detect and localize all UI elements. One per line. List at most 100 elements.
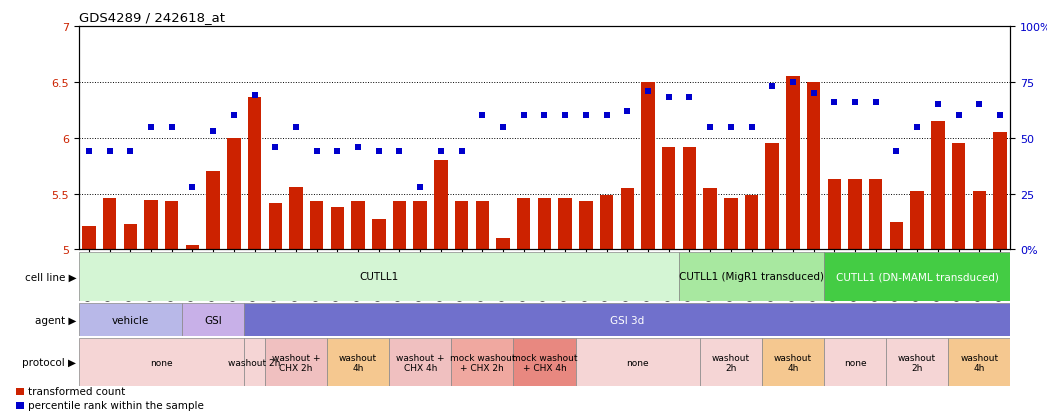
Bar	[372, 220, 385, 250]
Bar	[949, 339, 1010, 386]
Bar	[185, 245, 199, 250]
Point	[225, 113, 242, 119]
Bar	[886, 339, 949, 386]
Bar	[765, 144, 779, 250]
Bar	[248, 98, 262, 250]
Text: protocol ▶: protocol ▶	[22, 357, 76, 368]
Text: washout +
CHX 2h: washout + CHX 2h	[272, 353, 320, 372]
Point	[121, 148, 138, 155]
Point	[992, 113, 1008, 119]
Bar	[244, 304, 1010, 337]
Point	[308, 148, 325, 155]
Point	[515, 113, 532, 119]
Text: vehicle: vehicle	[112, 315, 149, 325]
Point	[411, 184, 428, 191]
Bar	[454, 202, 468, 250]
Text: washout
2h: washout 2h	[898, 353, 936, 372]
Bar	[244, 339, 265, 386]
Text: CUTLL1 (MigR1 transduced): CUTLL1 (MigR1 transduced)	[680, 272, 824, 282]
Bar	[182, 304, 244, 337]
Bar	[952, 144, 965, 250]
Point	[805, 90, 822, 97]
Bar	[414, 202, 427, 250]
Bar	[662, 147, 675, 250]
Bar	[331, 207, 344, 250]
Bar	[762, 339, 824, 386]
Text: washout
4h: washout 4h	[960, 353, 999, 372]
Bar	[827, 180, 841, 250]
Point	[205, 128, 222, 135]
Bar	[973, 192, 986, 250]
Point	[536, 113, 553, 119]
Bar	[17, 388, 24, 395]
Text: GSI: GSI	[204, 315, 222, 325]
Point	[453, 148, 470, 155]
Point	[102, 148, 118, 155]
Point	[826, 100, 843, 106]
Bar	[327, 339, 389, 386]
Point	[163, 124, 180, 131]
Bar	[79, 252, 680, 301]
Bar	[265, 339, 327, 386]
Point	[681, 95, 697, 102]
Bar	[931, 121, 944, 250]
Point	[888, 148, 905, 155]
Bar	[538, 199, 551, 250]
Point	[329, 148, 346, 155]
Text: transformed count: transformed count	[27, 386, 125, 396]
Point	[867, 100, 884, 106]
Text: mock washout
+ CHX 2h: mock washout + CHX 2h	[449, 353, 515, 372]
Bar	[558, 199, 572, 250]
Point	[350, 144, 366, 151]
Point	[640, 88, 656, 95]
Bar	[513, 339, 576, 386]
Bar	[869, 180, 883, 250]
Bar	[389, 339, 451, 386]
Bar	[824, 252, 1010, 301]
Point	[392, 148, 408, 155]
Bar	[496, 239, 510, 250]
Text: CUTLL1 (DN-MAML transduced): CUTLL1 (DN-MAML transduced)	[836, 272, 999, 282]
Text: washout
2h: washout 2h	[712, 353, 750, 372]
Point	[494, 124, 511, 131]
Point	[661, 95, 677, 102]
Bar	[103, 199, 116, 250]
Point	[578, 113, 595, 119]
Point	[743, 124, 760, 131]
Bar	[435, 161, 448, 250]
Bar	[579, 202, 593, 250]
Text: none: none	[150, 358, 173, 367]
Point	[764, 84, 781, 90]
Bar	[621, 188, 634, 250]
Point	[267, 144, 284, 151]
Bar	[310, 202, 324, 250]
Text: cell line ▶: cell line ▶	[25, 272, 76, 282]
Point	[557, 113, 574, 119]
Bar	[911, 192, 923, 250]
Bar	[699, 339, 762, 386]
Text: none: none	[844, 358, 866, 367]
Point	[184, 184, 201, 191]
Bar	[79, 339, 244, 386]
Bar	[393, 202, 406, 250]
Bar	[227, 138, 241, 250]
Bar	[704, 188, 717, 250]
Text: agent ▶: agent ▶	[35, 315, 76, 325]
Point	[722, 124, 739, 131]
Point	[246, 93, 263, 99]
Text: mock washout
+ CHX 4h: mock washout + CHX 4h	[512, 353, 577, 372]
Bar	[451, 339, 513, 386]
Bar	[517, 199, 531, 250]
Bar	[890, 222, 904, 250]
Text: GSI 3d: GSI 3d	[610, 315, 644, 325]
Point	[619, 108, 636, 115]
Bar	[352, 202, 364, 250]
Bar	[683, 147, 696, 250]
Text: percentile rank within the sample: percentile rank within the sample	[27, 400, 203, 410]
Bar	[725, 199, 737, 250]
Bar	[824, 339, 886, 386]
Point	[598, 113, 615, 119]
Text: washout 2h: washout 2h	[228, 358, 281, 367]
Bar	[994, 133, 1007, 250]
Bar	[848, 180, 862, 250]
